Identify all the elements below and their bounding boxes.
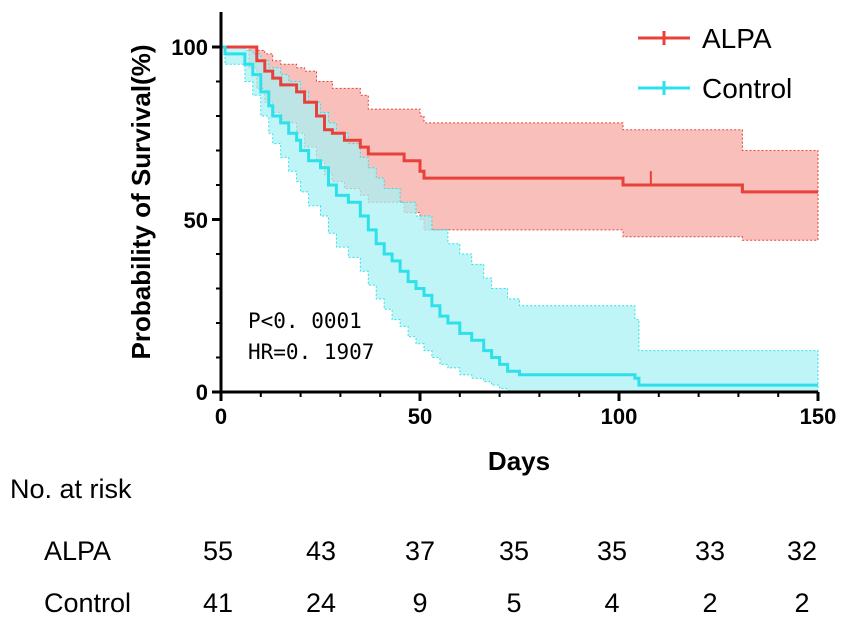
risk-value-alpa-1: 43 bbox=[306, 536, 336, 566]
risk-table-values: 55 43 37 35 35 33 32 41 24 9 5 4 2 2 bbox=[203, 536, 817, 618]
risk-value-control-2: 9 bbox=[412, 588, 427, 618]
legend-label-alpa: ALPA bbox=[702, 23, 772, 54]
x-tick-label-150: 150 bbox=[800, 404, 837, 429]
risk-value-control-5: 2 bbox=[702, 588, 717, 618]
y-tick-label-100: 100 bbox=[171, 35, 208, 60]
survival-curve-alpa bbox=[221, 45, 818, 194]
x-tick-label-0: 0 bbox=[215, 404, 227, 429]
legend-label-control: Control bbox=[702, 73, 792, 104]
risk-row-label-alpa: ALPA bbox=[44, 536, 111, 566]
p-value-annotation: P<0. 0001 bbox=[248, 309, 362, 333]
hr-annotation: HR=0. 1907 bbox=[248, 340, 374, 364]
risk-value-alpa-2: 37 bbox=[405, 536, 435, 566]
legend: ALPA Control bbox=[638, 23, 792, 104]
risk-value-control-3: 5 bbox=[506, 588, 521, 618]
x-tick-label-100: 100 bbox=[601, 404, 638, 429]
risk-value-alpa-5: 33 bbox=[695, 536, 725, 566]
risk-value-alpa-4: 35 bbox=[597, 536, 627, 566]
risk-value-control-1: 24 bbox=[306, 588, 336, 618]
risk-value-alpa-6: 32 bbox=[787, 536, 817, 566]
y-tick-label-0: 0 bbox=[196, 380, 208, 405]
y-axis-title: Probability of Survival(%) bbox=[126, 45, 156, 360]
risk-value-control-6: 2 bbox=[794, 588, 809, 618]
axis-ticks bbox=[212, 45, 820, 401]
x-axis-title: Days bbox=[488, 446, 550, 476]
survival-curves bbox=[221, 45, 818, 387]
y-tick-label-50: 50 bbox=[184, 208, 208, 233]
risk-value-alpa-3: 35 bbox=[499, 536, 529, 566]
survival-curve-control bbox=[221, 45, 818, 387]
risk-value-alpa-0: 55 bbox=[203, 536, 233, 566]
risk-value-control-0: 41 bbox=[203, 588, 233, 618]
risk-value-control-4: 4 bbox=[604, 588, 619, 618]
x-tick-label-50: 50 bbox=[408, 404, 432, 429]
risk-table-title: No. at risk bbox=[10, 474, 132, 504]
risk-row-label-control: Control bbox=[44, 588, 131, 618]
